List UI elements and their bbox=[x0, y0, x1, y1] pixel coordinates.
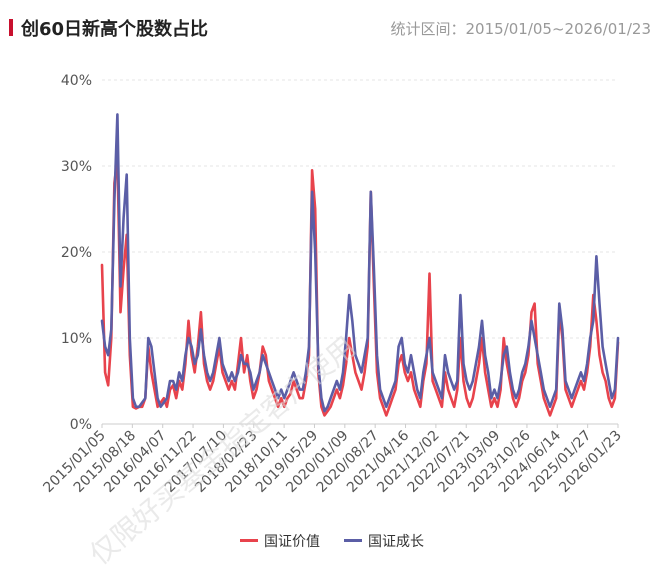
legend-item-growth[interactable]: 国证成长 bbox=[344, 531, 424, 551]
chart-legend: 国证价值 国证成长 bbox=[0, 531, 665, 553]
chart-header: 创60日新高个股数占比 统计区间：2015/01/05~2026/01/23 bbox=[0, 0, 665, 56]
legend-label-growth: 国证成长 bbox=[368, 534, 424, 550]
legend-item-value[interactable]: 国证价值 bbox=[240, 531, 320, 551]
series-lines bbox=[100, 113, 620, 417]
y-axis-ticks: 0% 10% 20% 30% 40% bbox=[61, 73, 92, 433]
y-tick-label: 30% bbox=[61, 159, 92, 175]
chart-title: 创60日新高个股数占比 bbox=[21, 19, 209, 40]
series-line-value bbox=[100, 156, 620, 417]
grid-lines bbox=[102, 79, 618, 339]
y-tick-label: 40% bbox=[61, 73, 92, 89]
y-tick-label: 10% bbox=[61, 331, 92, 347]
date-range-label: 统计区间：2015/01/05~2026/01/23 bbox=[390, 20, 651, 38]
legend-swatch-red bbox=[240, 538, 258, 542]
legend-swatch-blue bbox=[344, 538, 362, 542]
y-tick-label: 0% bbox=[70, 417, 92, 433]
y-tick-label: 20% bbox=[61, 245, 92, 261]
title-accent-bar bbox=[9, 19, 13, 36]
x-axis: 2015/01/052015/08/182016/04/072016/11/22… bbox=[40, 423, 625, 496]
series-line-growth bbox=[100, 113, 620, 413]
legend-label-value: 国证价值 bbox=[264, 534, 320, 550]
